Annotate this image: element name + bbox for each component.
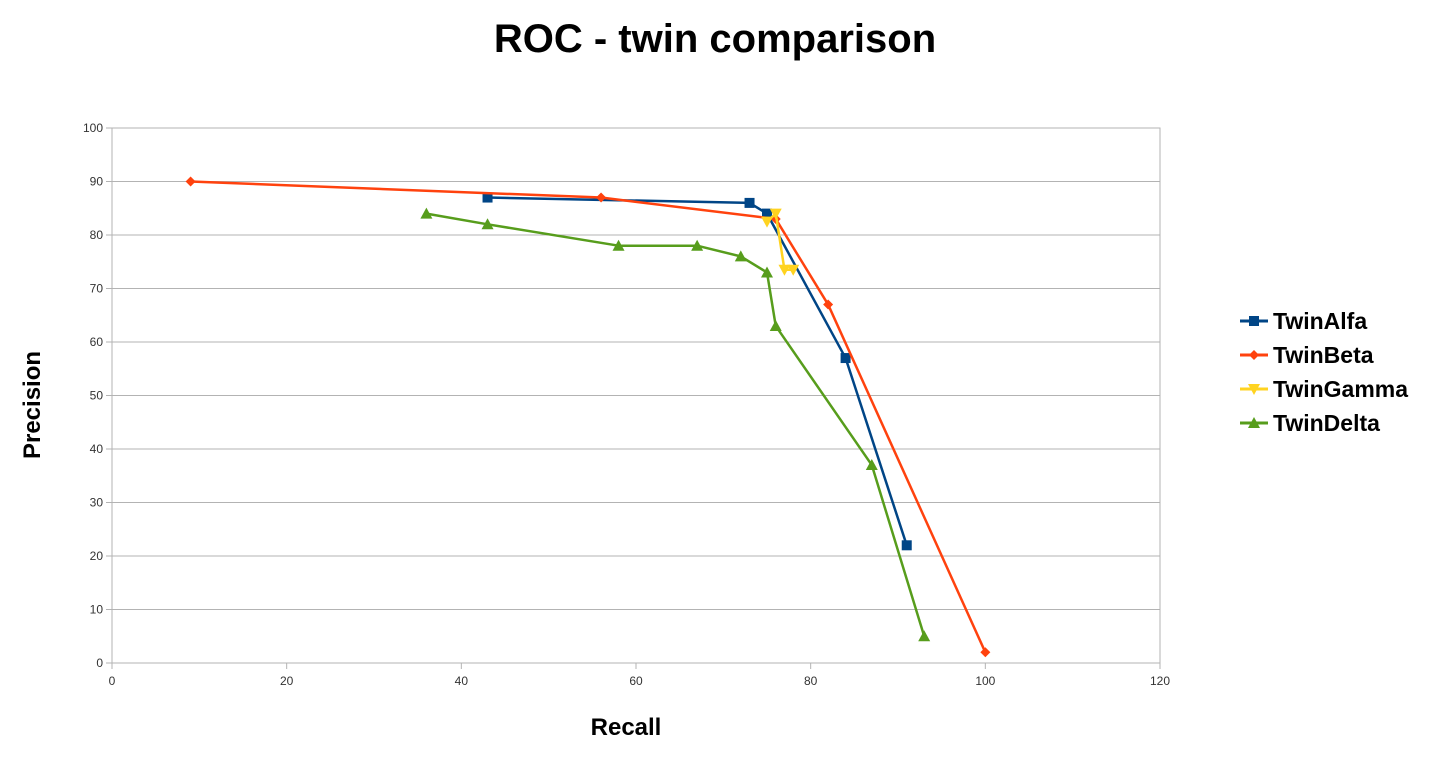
legend-item-twingamma: TwinGamma: [1240, 376, 1408, 402]
tick-labels: 0 10 20 30 40 50 60 70 80 90 100 0 20 40 60 80 100 120: [83, 121, 1170, 688]
y-tick-label: 90: [90, 175, 104, 189]
y-tick-label: 50: [90, 389, 104, 403]
y-axis-title: Precision: [19, 351, 46, 459]
x-tick-label: 100: [975, 674, 995, 688]
data-point-twingamma: [769, 208, 782, 220]
data-point-twindelta: [761, 266, 773, 278]
data-point-twindelta: [481, 218, 494, 230]
y-tick-label: 80: [90, 228, 104, 242]
plot-area-frame: [111, 127, 1161, 664]
data-point-twindelta: [734, 250, 747, 262]
legend-label: TwinGamma: [1273, 376, 1408, 402]
data-point-twinbeta: [185, 176, 196, 187]
data-point-twinalfa: [482, 192, 493, 203]
x-tick-label: 60: [629, 674, 643, 688]
series-twindelta: [420, 207, 931, 642]
data-series: [185, 176, 991, 658]
legend-label: TwinDelta: [1273, 410, 1380, 436]
y-tick-label: 70: [90, 282, 104, 296]
y-tick-label: 30: [90, 496, 104, 510]
data-point-twingamma: [761, 216, 773, 228]
data-point-twinalfa: [744, 197, 755, 208]
y-tick-label: 10: [90, 603, 104, 617]
legend-item-twinbeta: TwinBeta: [1240, 342, 1374, 368]
data-point-twindelta: [769, 319, 782, 331]
series-line-twindelta: [426, 212, 926, 637]
y-tick-label: 0: [96, 656, 103, 670]
legend-marker-twindelta: [1248, 417, 1260, 428]
data-point-twinalfa: [762, 208, 772, 219]
data-point-twinbeta: [596, 192, 607, 203]
legend: TwinAlfa TwinBeta TwinGamma TwinDelta: [1240, 308, 1408, 436]
legend-item-twindelta: TwinDelta: [1240, 410, 1380, 436]
series-twingamma: [761, 208, 800, 276]
x-tick-label: 120: [1150, 674, 1170, 688]
data-point-twindelta: [918, 630, 931, 642]
legend-marker-twinalfa: [1249, 316, 1259, 326]
data-point-twindelta: [865, 459, 878, 471]
data-point-twindelta: [612, 239, 625, 251]
x-tick-label: 0: [109, 674, 116, 688]
data-point-twingamma: [787, 264, 800, 276]
x-tick-label: 80: [804, 674, 818, 688]
legend-label: TwinAlfa: [1273, 308, 1367, 334]
series-twinbeta: [185, 176, 991, 658]
axes: [106, 127, 1161, 669]
grid-lines: [112, 127, 1160, 664]
chart-title: ROC - twin comparison: [494, 17, 936, 61]
series-twinalfa: [482, 192, 912, 551]
data-point-twinalfa: [901, 540, 912, 551]
data-point-twindelta: [420, 207, 433, 219]
x-tick-label: 40: [455, 674, 469, 688]
legend-item-twinalfa: TwinAlfa: [1240, 308, 1367, 334]
data-point-twinalfa: [840, 353, 851, 364]
legend-marker-twingamma: [1248, 384, 1260, 395]
x-axis-title: Recall: [591, 714, 662, 741]
legend-marker-twinbeta: [1249, 350, 1259, 360]
legend-label: TwinBeta: [1273, 342, 1374, 368]
data-point-twinbeta: [980, 647, 991, 658]
y-tick-label: 40: [90, 442, 104, 456]
data-point-twingamma: [778, 264, 791, 276]
y-tick-label: 60: [90, 335, 104, 349]
data-point-twinbeta: [823, 299, 834, 310]
y-tick-label: 100: [83, 121, 103, 135]
x-tick-label: 20: [280, 674, 294, 688]
y-tick-label: 20: [90, 549, 104, 563]
data-point-twindelta: [691, 239, 704, 251]
